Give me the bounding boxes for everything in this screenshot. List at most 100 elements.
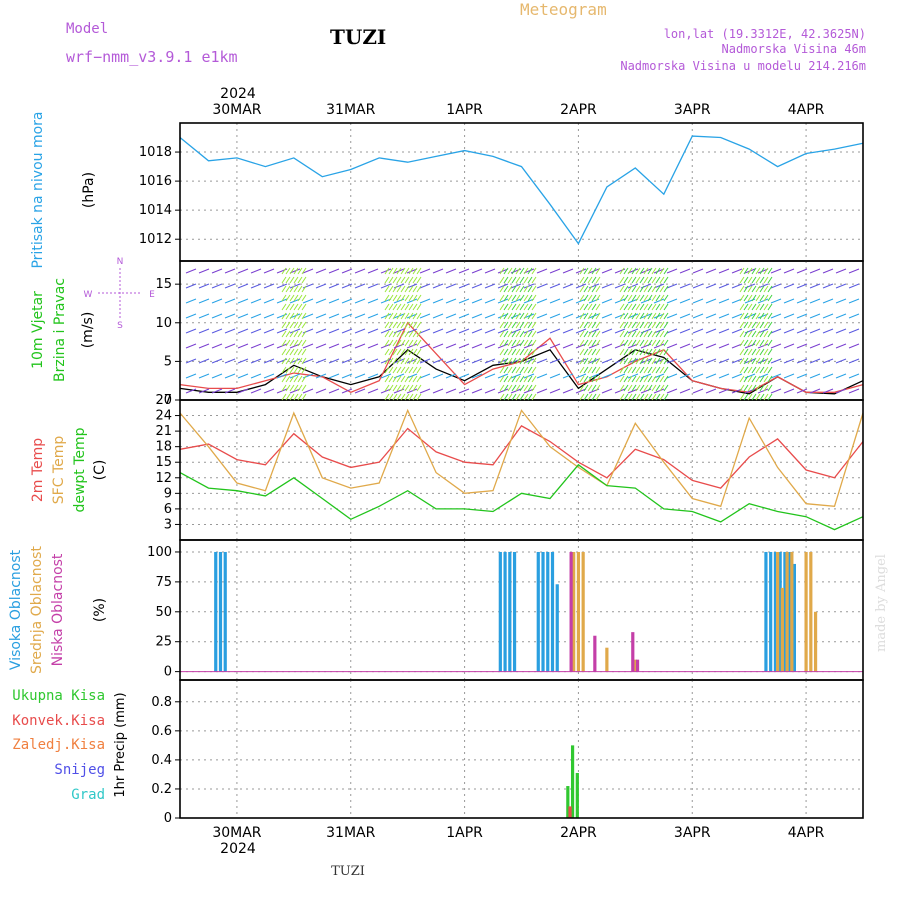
wind-barb bbox=[519, 321, 525, 329]
wind-barb bbox=[783, 328, 795, 334]
wind-barb bbox=[412, 294, 418, 302]
wind-barb bbox=[739, 321, 745, 329]
wind-barb bbox=[549, 373, 561, 379]
wind-barb bbox=[276, 328, 288, 334]
watermark: made by Angel bbox=[874, 554, 889, 652]
wind-barb bbox=[285, 276, 291, 284]
wind-barb bbox=[579, 348, 585, 356]
wind-barb bbox=[293, 294, 299, 302]
wind-barb bbox=[523, 328, 535, 334]
y-axis-label: Pritisak na nivou mora bbox=[30, 111, 46, 268]
y-axis-label: 2m Temp bbox=[30, 438, 46, 502]
wind-barb bbox=[705, 373, 717, 379]
wind-barb bbox=[767, 375, 773, 383]
wind-barb bbox=[408, 393, 414, 401]
bar bbox=[778, 551, 782, 672]
wind-barb bbox=[587, 285, 593, 293]
wind-barb bbox=[601, 373, 613, 379]
wind-barb bbox=[404, 267, 410, 275]
wind-barb bbox=[400, 366, 406, 374]
wind-barb bbox=[655, 303, 661, 311]
wind-barb bbox=[751, 375, 757, 383]
wind-barb bbox=[643, 393, 649, 401]
wind-barb bbox=[285, 321, 291, 329]
wind-barb bbox=[432, 358, 444, 364]
wind-barb bbox=[595, 294, 601, 302]
wind-barb bbox=[237, 373, 249, 379]
wind-barb bbox=[408, 276, 414, 284]
wind-barb bbox=[549, 343, 561, 349]
wind-barb bbox=[400, 267, 406, 275]
bar bbox=[575, 772, 579, 818]
wind-barb bbox=[519, 375, 525, 383]
wind-barb bbox=[471, 373, 483, 379]
wind-barb bbox=[301, 285, 307, 293]
wind-barb bbox=[445, 328, 457, 334]
wind-barb bbox=[507, 267, 513, 275]
wind-barb bbox=[367, 268, 379, 274]
wind-barb bbox=[503, 267, 509, 275]
wind-barb bbox=[281, 303, 287, 311]
wind-barb bbox=[224, 388, 236, 394]
wind-barb bbox=[639, 339, 645, 347]
wind-barb bbox=[809, 343, 821, 349]
wind-barb bbox=[519, 384, 525, 392]
wind-barb bbox=[392, 330, 398, 338]
bar bbox=[593, 635, 597, 672]
wind-barb bbox=[388, 393, 394, 401]
wind-barb bbox=[408, 312, 414, 320]
wind-barb bbox=[515, 339, 521, 347]
wind-barb bbox=[651, 303, 657, 311]
wind-barb bbox=[767, 384, 773, 392]
wind-barb bbox=[419, 388, 431, 394]
wind-barb bbox=[679, 298, 691, 304]
wind-barb bbox=[511, 357, 517, 365]
wind-barb bbox=[531, 366, 537, 374]
wind-barb bbox=[503, 312, 509, 320]
wind-barb bbox=[595, 384, 601, 392]
bar bbox=[773, 551, 778, 672]
wind-barb bbox=[531, 267, 537, 275]
wind-barb bbox=[408, 339, 414, 347]
wind-barb bbox=[367, 283, 379, 289]
wind-barb bbox=[412, 285, 418, 293]
wind-barb bbox=[519, 393, 525, 401]
wind-barb bbox=[619, 276, 625, 284]
x-axis-top-labels: 30MAR 31MAR 1APR 2APR 3APR 4APR bbox=[212, 102, 824, 118]
wind-barb bbox=[759, 321, 765, 329]
wind-barb bbox=[718, 283, 730, 289]
wind-barb bbox=[692, 388, 704, 394]
wind-barb bbox=[237, 268, 249, 274]
wind-barb bbox=[445, 358, 457, 364]
wind-barb bbox=[497, 373, 509, 379]
wind-barb bbox=[631, 375, 637, 383]
wind-barb bbox=[663, 384, 669, 392]
wind-barb bbox=[767, 294, 773, 302]
wind-barb bbox=[412, 348, 418, 356]
wind-barb bbox=[354, 268, 366, 274]
wind-barb bbox=[412, 330, 418, 338]
wind-barb bbox=[507, 330, 513, 338]
wind-barb bbox=[507, 384, 513, 392]
wind-barb bbox=[519, 348, 525, 356]
y-tick-label: 24 bbox=[155, 409, 172, 424]
wind-barb bbox=[666, 373, 678, 379]
wind-barb bbox=[705, 313, 717, 319]
wind-barb bbox=[627, 321, 633, 329]
wind-barb bbox=[705, 268, 717, 274]
wind-barb bbox=[404, 348, 410, 356]
wind-barb bbox=[416, 276, 422, 284]
wind-barb bbox=[404, 339, 410, 347]
wind-barb bbox=[601, 283, 613, 289]
wind-barb bbox=[763, 384, 769, 392]
wind-barb bbox=[751, 321, 757, 329]
wind-barb bbox=[404, 393, 410, 401]
wind-barb bbox=[384, 339, 390, 347]
wind-barb bbox=[705, 388, 717, 394]
wind-barb bbox=[523, 294, 529, 302]
wind-barb bbox=[579, 312, 585, 320]
wind-barb bbox=[655, 285, 661, 293]
wind-barb bbox=[751, 276, 757, 284]
wind-barb bbox=[747, 366, 753, 374]
